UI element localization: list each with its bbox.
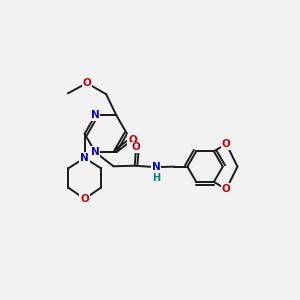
Text: O: O bbox=[80, 194, 89, 204]
Text: O: O bbox=[222, 139, 231, 149]
Text: O: O bbox=[222, 184, 231, 194]
Text: N: N bbox=[152, 162, 160, 172]
Text: H: H bbox=[152, 173, 160, 183]
Text: O: O bbox=[132, 142, 140, 152]
Text: O: O bbox=[128, 135, 137, 145]
Text: N: N bbox=[91, 147, 100, 157]
Text: N: N bbox=[80, 153, 89, 163]
Text: O: O bbox=[82, 78, 91, 88]
Text: N: N bbox=[91, 110, 100, 120]
